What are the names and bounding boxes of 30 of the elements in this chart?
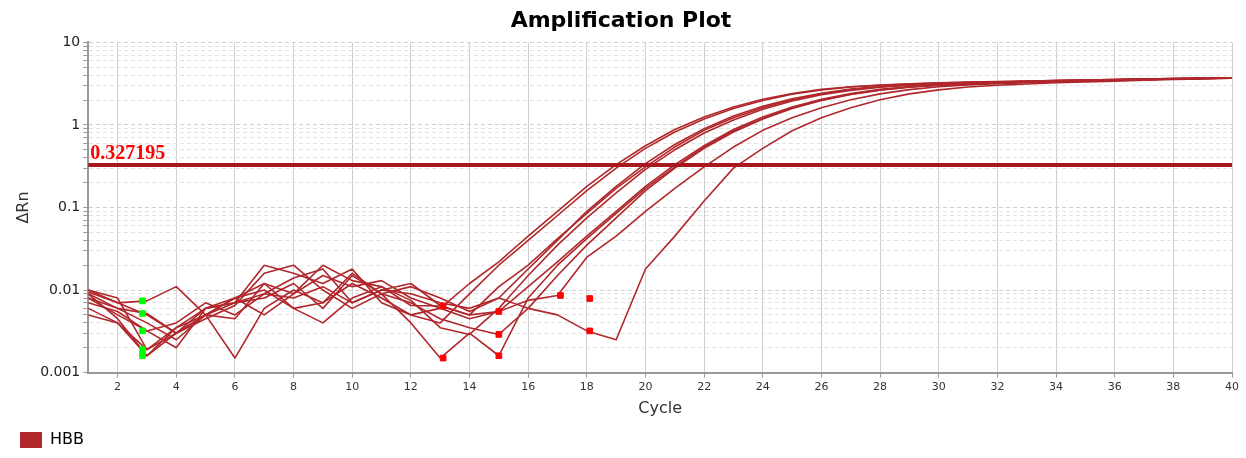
y-tick-label: 1 bbox=[71, 115, 81, 132]
y-tick-label: 0.01 bbox=[49, 280, 81, 297]
x-tick-label: 4 bbox=[172, 380, 180, 394]
x-tick-label: 18 bbox=[579, 380, 594, 394]
x-axis-title: Cycle bbox=[638, 397, 683, 417]
x-tick-label: 20 bbox=[638, 380, 653, 394]
chart-title: Amplification Plot bbox=[510, 6, 732, 32]
x-tick-label: 38 bbox=[1166, 380, 1181, 394]
x-tick-label: 14 bbox=[462, 380, 477, 394]
y-tick-label: 10 bbox=[62, 33, 81, 50]
x-tick-label: 28 bbox=[873, 380, 888, 394]
legend-label: HBB bbox=[50, 429, 84, 449]
y-tick-label: 0.1 bbox=[58, 198, 81, 215]
x-tick-label: 32 bbox=[990, 380, 1005, 394]
x-tick-label: 12 bbox=[403, 380, 418, 394]
ref-line-label: 0.327195 bbox=[90, 141, 166, 164]
x-tick-label: 40 bbox=[1225, 380, 1239, 394]
x-tick-label: 10 bbox=[345, 380, 360, 394]
x-tick-label: 34 bbox=[1049, 380, 1064, 394]
x-tick-label: 30 bbox=[931, 380, 946, 394]
x-tick-label: 2 bbox=[114, 380, 122, 394]
x-tick-label: 6 bbox=[231, 380, 239, 394]
x-tick-label: 26 bbox=[814, 380, 829, 394]
x-tick-label: 8 bbox=[290, 380, 298, 394]
x-tick-label: 24 bbox=[755, 380, 770, 394]
x-tick-label: 16 bbox=[521, 380, 536, 394]
y-axis-title: ΔRn bbox=[12, 191, 32, 224]
x-tick-label: 36 bbox=[1107, 380, 1122, 394]
y-tick-label: 0.001 bbox=[40, 363, 81, 380]
x-tick-label: 22 bbox=[697, 380, 712, 394]
